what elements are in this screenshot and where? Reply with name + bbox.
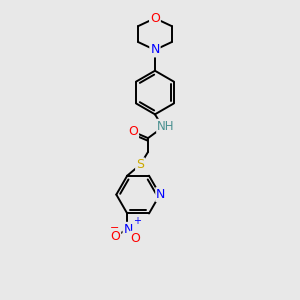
Text: +: + xyxy=(133,216,141,226)
Text: O: O xyxy=(110,230,120,243)
Text: O: O xyxy=(128,125,138,138)
Text: N: N xyxy=(156,188,166,201)
Text: O: O xyxy=(150,12,160,25)
Text: S: S xyxy=(136,158,144,171)
Text: N: N xyxy=(150,44,160,56)
Text: N: N xyxy=(124,223,133,236)
Text: O: O xyxy=(130,232,140,245)
Text: −: − xyxy=(110,223,119,233)
Text: NH: NH xyxy=(157,120,175,133)
